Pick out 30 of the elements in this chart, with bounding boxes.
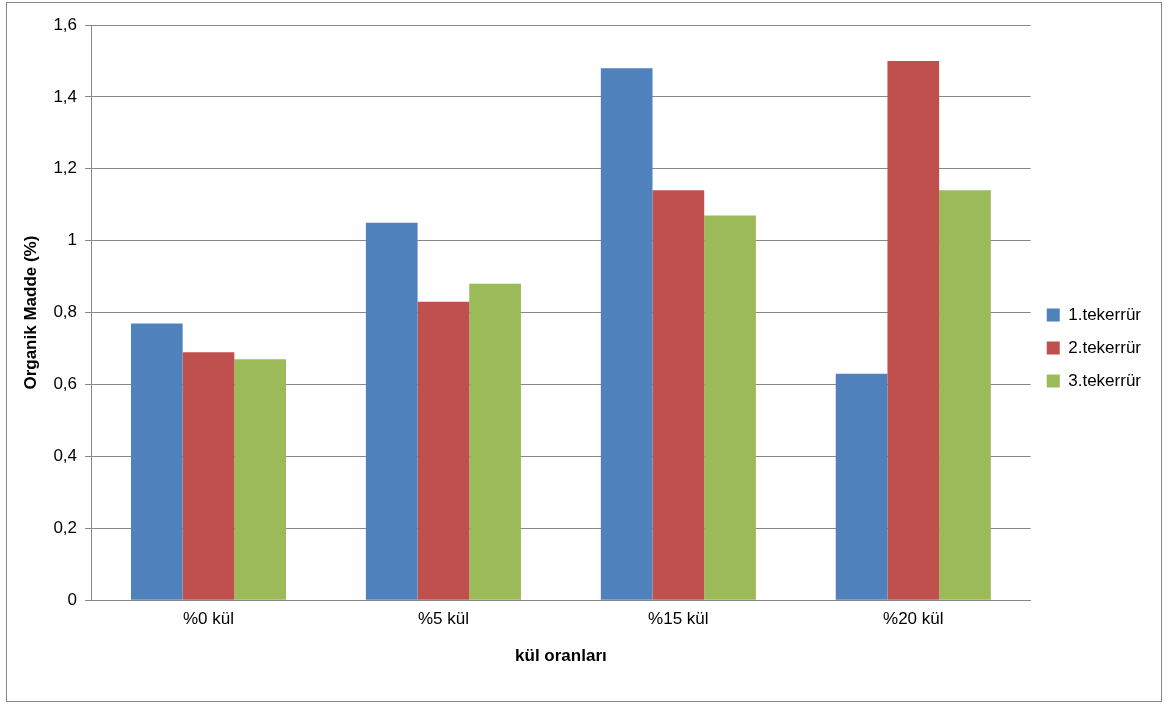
y-axis-title: Organik Madde (%) bbox=[20, 235, 40, 390]
bar bbox=[417, 301, 470, 600]
bar bbox=[652, 190, 705, 600]
bar bbox=[939, 190, 991, 600]
bar bbox=[469, 283, 521, 600]
bar bbox=[704, 215, 756, 600]
y-tick-label: 0,6 bbox=[53, 374, 78, 394]
y-tick-label: 0,4 bbox=[53, 446, 78, 466]
y-tick-label: 1,2 bbox=[53, 158, 78, 178]
x-tick-label: %0 kül bbox=[182, 609, 235, 629]
y-tick-label: 0,2 bbox=[53, 517, 78, 537]
x-tick-label: %15 kül bbox=[648, 609, 709, 629]
bar bbox=[234, 359, 287, 600]
y-tick-label: 1,6 bbox=[53, 14, 78, 34]
x-tick-label: %5 kül bbox=[417, 609, 469, 629]
y-tick-label: 0,8 bbox=[53, 302, 78, 322]
y-tick-label: 1,4 bbox=[53, 86, 78, 106]
bar bbox=[600, 68, 653, 600]
x-tick-label: %20 kül bbox=[883, 609, 944, 629]
bar bbox=[887, 60, 940, 600]
legend-label: 2.tekerrür bbox=[1068, 337, 1142, 357]
bar bbox=[130, 323, 183, 600]
bar bbox=[835, 373, 888, 600]
bar bbox=[182, 352, 235, 600]
x-axis-title: kül oranları bbox=[515, 646, 607, 666]
bar bbox=[365, 222, 418, 600]
y-tick-label: 1 bbox=[67, 230, 78, 250]
y-tick-label: 0 bbox=[67, 589, 78, 609]
legend-label: 3.tekerrür bbox=[1068, 370, 1142, 390]
legend-label: 1.tekerrür bbox=[1068, 304, 1142, 324]
